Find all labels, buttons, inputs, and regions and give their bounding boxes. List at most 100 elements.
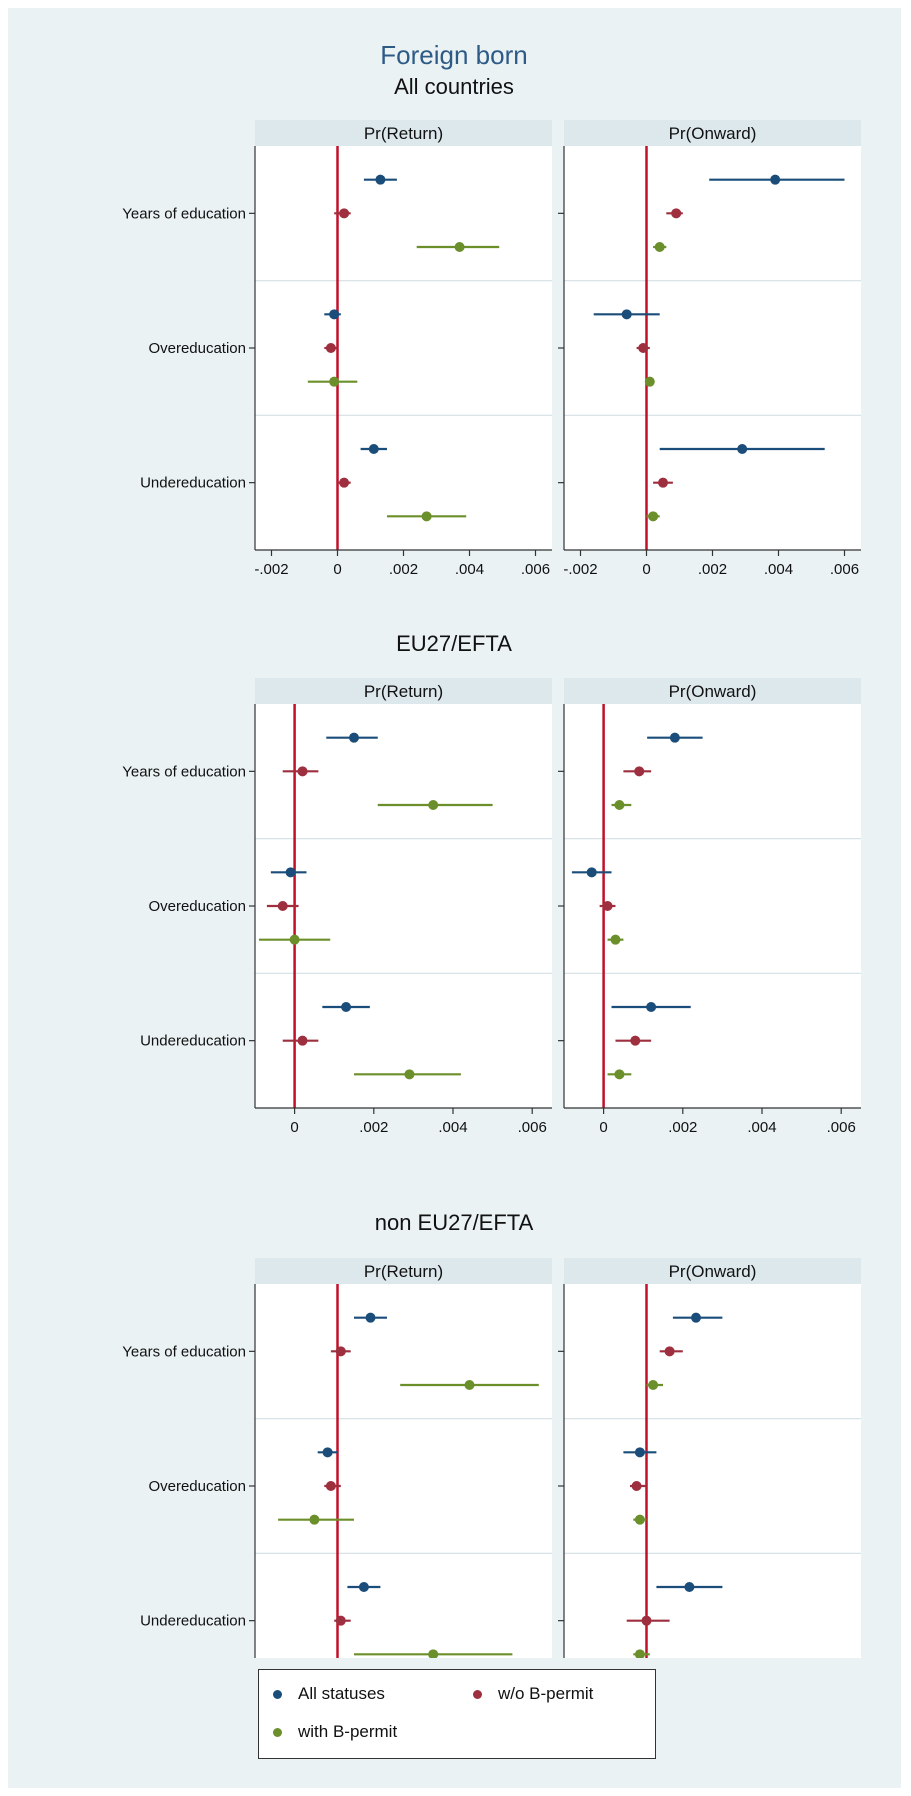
point-marker-with-overeducation-1-1 [610,934,621,945]
legend-item-with: with B-permit [273,1722,397,1742]
point-marker-all-years-of-education-2-0 [365,1312,376,1323]
point-marker-with-overeducation-2-0 [309,1514,320,1525]
figure-background: Foreign born All countries Pr(Return) -.002… [8,8,901,1788]
point-marker-with-years-of-education-2-0 [464,1380,475,1390]
x-tick-label-1-0-0: 0 [290,1119,298,1136]
category-label-undereducation-1: Undereducation [140,1033,246,1050]
point-marker-wo-undereducation-0-0 [339,477,350,488]
x-tick-label-0-0-4: .006 [521,561,550,578]
point-marker-all-overeducation-0-0 [329,309,340,320]
point-marker-all-undereducation-1-1 [646,1002,657,1012]
legend-marker-with [273,1727,282,1737]
point-marker-wo-overeducation-0-1 [638,343,649,353]
point-marker-all-undereducation-2-1 [684,1582,695,1592]
point-marker-all-undereducation-1-0 [341,1002,352,1012]
legend-label-with: with B-permit [298,1722,398,1741]
point-marker-all-years-of-education-0-0 [375,174,386,185]
point-marker-with-undereducation-2-0 [428,1649,439,1658]
point-marker-all-overeducation-1-1 [586,867,597,878]
x-tick-label-1-1-0: 0 [599,1119,607,1136]
panel-strip-0-1 [564,120,861,146]
point-marker-with-years-of-education-1-1 [614,800,625,810]
panel-strip-label-0-0: Pr(Return) [364,124,443,143]
point-marker-wo-years-of-education-0-1 [671,208,682,219]
point-marker-with-years-of-education-0-1 [654,242,665,252]
category-label-undereducation-0: Undereducation [140,475,246,492]
x-tick-label-0-1-1: 0 [642,561,650,578]
panel-strip-label-1-1: Pr(Onward) [669,682,757,701]
x-tick-label-0-1-2: .002 [698,561,727,578]
category-label-overeducation-0: Overeducation [148,340,246,357]
x-tick-label-0-1-0: -.002 [563,561,597,578]
x-tick-label-0-1-4: .006 [830,561,859,578]
point-marker-all-overeducation-2-0 [322,1447,333,1458]
point-marker-all-years-of-education-0-1 [770,174,781,185]
group-title-0: All countries [394,74,514,99]
point-marker-with-undereducation-1-1 [614,1069,625,1080]
panel-strip-1-0 [255,678,552,704]
plot-area-0-0 [255,146,552,550]
point-marker-wo-undereducation-0-1 [658,477,668,488]
legend-marker-wo [473,1689,482,1699]
group-title-1: EU27/EFTA [396,631,512,656]
panel-strip-label-2-1: Pr(Onward) [669,1262,757,1281]
point-marker-with-undereducation-0-0 [421,511,432,522]
x-tick-label-1-1-1: .002 [668,1119,697,1136]
x-tick-label-0-0-0: -.002 [254,561,288,578]
point-marker-all-years-of-education-2-1 [691,1312,701,1323]
point-marker-wo-overeducation-0-0 [325,343,336,353]
point-marker-with-overeducation-0-1 [644,376,655,387]
point-marker-with-overeducation-0-0 [329,376,340,387]
chart-title: Foreign born [380,40,527,70]
legend: All statuses w/o B-permit with B-permit [258,1669,656,1759]
point-marker-all-undereducation-2-0 [358,1582,369,1592]
x-tick-label-1-1-2: .004 [747,1119,776,1136]
point-marker-wo-years-of-education-2-1 [664,1346,675,1357]
point-marker-wo-undereducation-2-1 [641,1615,652,1626]
point-marker-wo-years-of-education-2-0 [335,1346,346,1357]
point-marker-with-undereducation-2-1 [634,1649,645,1658]
point-marker-wo-undereducation-1-1 [630,1035,641,1046]
point-marker-all-undereducation-0-0 [368,444,379,454]
plot-area-2-0 [255,1284,552,1658]
x-tick-label-0-0-3: .004 [455,561,484,578]
category-label-overeducation-1: Overeducation [148,898,246,915]
legend-label-wo: w/o B-permit [498,1684,594,1703]
legend-item-wo: w/o B-permit [473,1684,593,1704]
plot-area-0-1 [564,146,861,550]
coefficient-chart: Foreign born All countries Pr(Return) -.002… [122,40,861,1658]
x-tick-label-1-0-2: .004 [438,1119,467,1136]
point-marker-with-years-of-education-1-0 [428,800,439,810]
category-label-years-of-education-2: Years of education [122,1343,246,1360]
panel-strip-label-0-1: Pr(Onward) [669,124,757,143]
point-marker-with-years-of-education-2-1 [648,1380,659,1390]
point-marker-wo-years-of-education-1-1 [634,766,645,777]
point-marker-all-overeducation-2-1 [634,1447,645,1458]
panel-strip-label-1-0: Pr(Return) [364,682,443,701]
legend-item-all: All statuses [273,1684,385,1704]
plot-area-1-0 [255,704,552,1108]
point-marker-all-years-of-education-1-0 [349,732,359,743]
point-marker-wo-undereducation-1-0 [297,1035,308,1046]
point-marker-wo-overeducation-1-1 [602,901,613,911]
point-marker-wo-overeducation-2-0 [325,1481,336,1491]
plot-area-2-1 [564,1284,861,1658]
category-label-overeducation-2: Overeducation [148,1478,246,1495]
x-tick-label-0-0-1: 0 [333,561,341,578]
x-tick-label-0-1-3: .004 [764,561,793,578]
panel-strip-2-1 [564,1258,861,1284]
group-title-2: non EU27/EFTA [375,1210,534,1235]
point-marker-wo-overeducation-2-1 [631,1481,642,1491]
category-label-undereducation-2: Undereducation [140,1613,246,1630]
point-marker-wo-undereducation-2-0 [335,1615,346,1626]
point-marker-all-overeducation-0-1 [621,309,632,320]
x-tick-label-1-0-1: .002 [359,1119,388,1136]
point-marker-all-undereducation-0-1 [737,444,748,454]
panel-strip-0-0 [255,120,552,146]
panel-strip-2-0 [255,1258,552,1284]
category-label-years-of-education-0: Years of education [122,205,246,222]
legend-label-all: All statuses [298,1684,385,1703]
legend-marker-all [273,1689,282,1699]
x-tick-label-1-1-3: .006 [827,1119,856,1136]
point-marker-wo-overeducation-1-0 [277,901,288,911]
